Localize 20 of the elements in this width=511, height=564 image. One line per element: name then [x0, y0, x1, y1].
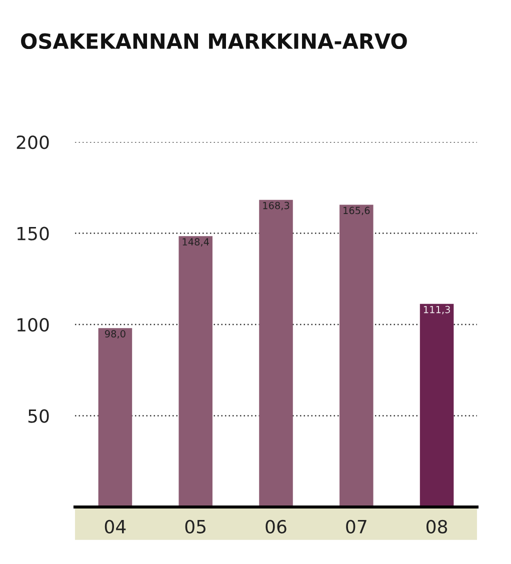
- data-label: 148,4: [182, 238, 209, 247]
- bar: [178, 236, 212, 507]
- y-tick-label: 50: [28, 409, 49, 423]
- data-label: 111,3: [424, 306, 450, 314]
- y-tick-label: 100: [18, 318, 49, 332]
- x-tick-label: 07: [346, 520, 366, 534]
- y-tick-label: 150: [18, 226, 49, 240]
- x-tick-label: 08: [426, 520, 448, 534]
- bar: [420, 304, 454, 507]
- bar: [340, 204, 374, 507]
- x-tick-label: 06: [266, 520, 286, 534]
- data-label: 165,6: [344, 206, 370, 216]
- x-tick-label: 04: [104, 520, 126, 534]
- data-label: 98,0: [104, 330, 126, 338]
- bar: [98, 328, 132, 507]
- bar: [259, 200, 293, 507]
- chart-title: OSAKEKANNAN MARKKINA-ARVO: [21, 33, 407, 50]
- x-tick-label: 05: [185, 520, 206, 534]
- y-tick-label: 200: [16, 135, 49, 150]
- data-label: 168,3: [263, 202, 290, 210]
